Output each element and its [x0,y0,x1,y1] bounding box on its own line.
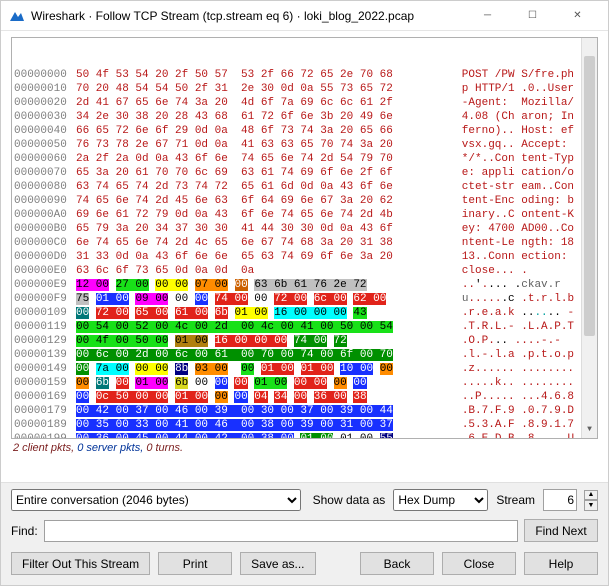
scroll-down-icon[interactable]: ▼ [582,422,597,438]
hex-row: 000000F975 01 00 09 00 00 00 74 00 00 72… [14,292,595,306]
hex-row: 0000008063 74 65 74 2d 73 74 72 65 61 6d… [14,180,595,194]
stream-down[interactable]: ▼ [584,500,598,511]
find-next-button[interactable]: Find Next [524,519,598,542]
hex-row: 000000602a 2f 2a 0d 0a 43 6f 6e 74 65 6e… [14,152,595,166]
turns-count: 0 turns. [146,442,183,454]
stream-number-input[interactable] [543,489,577,511]
hex-row: 0000016900 0c 50 00 00 01 00 00 00 04 34… [14,390,595,404]
save-as-button[interactable]: Save as... [240,552,315,575]
back-button[interactable]: Back [360,552,434,575]
app-icon [9,8,25,24]
hex-row: 0000001070 20 48 54 54 50 2f 31 2e 30 0d… [14,82,595,96]
hex-row: 0000004066 65 72 6e 6f 29 0d 0a 48 6f 73… [14,124,595,138]
hex-row: 0000000050 4f 53 54 20 2f 50 57 53 2f 66… [14,68,595,82]
filter-out-button[interactable]: Filter Out This Stream [11,552,150,575]
hex-row: 000000E063 6c 6f 73 65 0d 0a 0d 0a close… [14,264,595,278]
hex-dump-area[interactable]: 0000000050 4f 53 54 20 2f 50 57 53 2f 66… [11,37,598,439]
stream-label: Stream [496,493,535,507]
hex-row: 0000017900 42 00 37 00 46 00 39 00 30 00… [14,404,595,418]
titlebar: Wireshark · Follow TCP Stream (tcp.strea… [1,1,608,31]
stream-up[interactable]: ▲ [584,490,598,501]
show-data-as-label: Show data as [313,493,386,507]
hex-row: 0000003034 2e 30 38 20 28 43 68 61 72 6f… [14,110,595,124]
hex-row: 000000E912 00 27 00 00 00 07 00 00 63 6b… [14,278,595,292]
client-pkts: 2 client [13,442,48,454]
wireshark-window: Wireshark · Follow TCP Stream (tcp.strea… [0,0,609,586]
status-line: 2 client pkts, 0 server pkts, 0 turns. [11,439,598,460]
scrollbar[interactable]: ▲ ▼ [581,38,597,438]
controls-panel: Entire conversation (2046 bytes) Show da… [1,482,608,585]
minimize-button[interactable]: ─ [465,1,510,30]
hex-row: 0000005076 73 78 2e 67 71 0d 0a 41 63 63… [14,138,595,152]
hex-row: 0000014900 7a 00 00 00 8b 03 00 00 01 00… [14,362,595,376]
maximize-button[interactable]: ☐ [510,1,555,30]
close-window-button[interactable]: ✕ [555,1,600,30]
hex-row: 000000A069 6e 61 72 79 0d 0a 43 6f 6e 74… [14,208,595,222]
hex-row: 0000009074 65 6e 74 2d 45 6e 63 6f 64 69… [14,194,595,208]
hex-row: 000000202d 41 67 65 6e 74 3a 20 4d 6f 7a… [14,96,595,110]
hex-row: 0000019900 36 00 45 00 44 00 42 00 38 00… [14,432,595,439]
hex-row: 0000018900 35 00 33 00 41 00 46 00 38 00… [14,418,595,432]
hex-row: 000000D031 33 0d 0a 43 6f 6e 6e 65 63 74… [14,250,595,264]
hex-row: 0000010900 72 00 65 00 61 00 6b 01 00 16… [14,306,595,320]
show-data-as-select[interactable]: Hex Dump [393,489,488,511]
hex-row: 0000015900 6b 00 01 00 6b 00 00 00 01 00… [14,376,595,390]
window-title: Wireshark · Follow TCP Stream (tcp.strea… [31,9,465,23]
conversation-select[interactable]: Entire conversation (2046 bytes) [11,489,301,511]
hex-row: 0000013900 6c 00 2d 00 6c 00 61 00 70 00… [14,348,595,362]
hex-row: 0000007065 3a 20 61 70 70 6c 69 63 61 74… [14,166,595,180]
find-input[interactable] [44,520,518,542]
hex-row: 0000012900 4f 00 50 00 01 00 16 00 00 00… [14,334,595,348]
print-button[interactable]: Print [158,552,232,575]
help-button[interactable]: Help [524,552,598,575]
server-pkts: 0 server [77,442,117,454]
content-area: 0000000050 4f 53 54 20 2f 50 57 53 2f 66… [1,31,608,482]
hex-row: 000000C06e 74 65 6e 74 2d 4c 65 6e 67 74… [14,236,595,250]
hex-row: 0000011900 54 00 52 00 4c 00 2d 00 4c 00… [14,320,595,334]
scroll-thumb[interactable] [584,56,595,336]
hex-row: 000000B065 79 3a 20 34 37 30 30 41 44 30… [14,222,595,236]
find-label: Find: [11,524,38,538]
close-button[interactable]: Close [442,552,516,575]
